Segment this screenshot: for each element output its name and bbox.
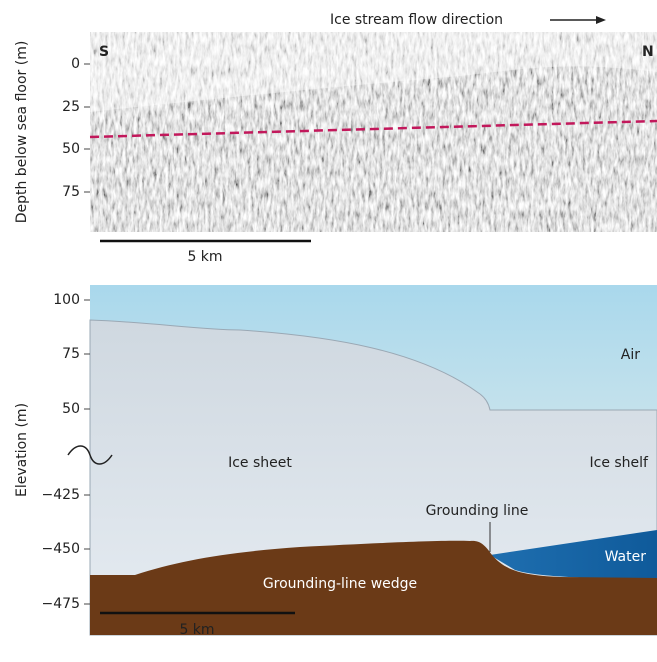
y-tick-label: 100	[53, 292, 80, 308]
air-label: Air	[621, 347, 640, 363]
seismic-image	[90, 32, 657, 232]
y-tick-label: 50	[62, 141, 80, 157]
y-tick-label: 0	[71, 56, 80, 72]
grounding-line-label: Grounding line	[426, 503, 529, 519]
schematic-panel: Air Ice sheet Ice shelf Grounding line W…	[14, 285, 657, 638]
arrow-head	[596, 16, 606, 24]
y-tick-label: 50	[62, 401, 80, 417]
water-column	[90, 32, 657, 112]
y-axis-label: Depth below sea floor (m)	[14, 41, 30, 224]
y-tick-label: 75	[62, 346, 80, 362]
y-axis-label: Elevation (m)	[14, 403, 30, 497]
water-label: Water	[605, 549, 647, 565]
y-tick-label: −450	[42, 541, 80, 557]
y-tick-label: −475	[42, 596, 80, 612]
scale-label: 5 km	[187, 249, 222, 265]
y-tick-label: −425	[42, 487, 80, 503]
y-tick-label: 75	[62, 184, 80, 200]
wedge-label: Grounding-line wedge	[263, 576, 417, 592]
water	[490, 530, 657, 580]
wedge	[90, 540, 657, 635]
flow-title: Ice stream flow direction	[330, 12, 503, 28]
y-tick-label: 25	[62, 99, 80, 115]
north-label: N	[642, 44, 654, 60]
ice-sheet-label: Ice sheet	[228, 455, 292, 471]
south-label: S	[99, 44, 109, 60]
seismic-panel: Ice stream flow direction S N Depth belo…	[14, 12, 657, 265]
axis-break	[67, 445, 113, 465]
scale-label: 5 km	[179, 622, 214, 638]
reflector-line	[89, 119, 657, 139]
ice-shelf-label: Ice shelf	[590, 455, 650, 471]
